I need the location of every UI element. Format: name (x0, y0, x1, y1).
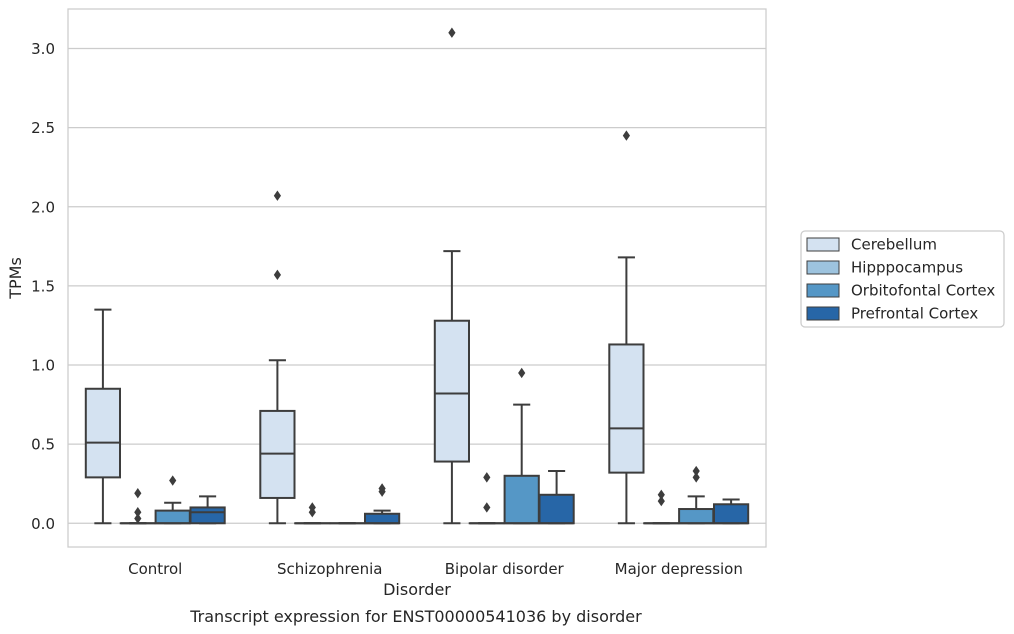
legend: Cerebellum Hipppocampus Orbitofontal Corte… (800, 230, 1005, 328)
box (433, 27, 471, 525)
box-iqr (363, 512, 401, 525)
legend-frame (800, 230, 1005, 328)
y-axis-label: TPMs (6, 257, 25, 300)
outlier-point (657, 489, 665, 500)
y-tick-label: 1.5 (31, 277, 55, 295)
outlier-point (483, 472, 491, 483)
box (712, 498, 750, 525)
box (608, 130, 645, 525)
x-tick-label: Control (128, 560, 182, 578)
outlier-point (448, 27, 456, 38)
box (363, 483, 401, 525)
box (84, 308, 122, 525)
outlier-point (622, 130, 630, 141)
legend-swatch (806, 306, 840, 321)
y-tick-label: 2.0 (31, 198, 55, 216)
legend-entry: Hipppocampus (851, 259, 963, 277)
outlier-point (134, 506, 142, 518)
outlier-point (134, 513, 142, 524)
chart-caption: Transcript expression for ENST0000054103… (189, 607, 642, 626)
outlier-point (134, 488, 142, 499)
box-iqr (538, 493, 575, 525)
legend-swatch (806, 237, 840, 252)
box-iqr (503, 474, 540, 525)
outlier-point (657, 495, 665, 507)
outlier-point (692, 472, 700, 483)
x-tick-label: Schizophrenia (277, 560, 382, 578)
y-tick-label: 0.0 (31, 515, 55, 533)
outlier-point (308, 502, 316, 513)
outlier-point (169, 475, 177, 486)
x-tick-label: Major depression (615, 560, 743, 578)
x-tick-label: Bipolar disorder (445, 560, 565, 578)
y-tick-label: 2.5 (31, 119, 55, 137)
y-tick-labels: 0.0 0.5 1.0 1.5 2.0 2.5 3.0 (31, 40, 55, 533)
box (189, 495, 226, 525)
legend-entry: Prefrontal Cortex (851, 305, 978, 323)
box-iqr (678, 508, 715, 525)
box-iqr (433, 319, 471, 463)
x-axis-label: Disorder (383, 580, 451, 599)
box-iqr (189, 506, 226, 525)
y-tick-label: 1.0 (31, 357, 55, 375)
outlier-point (273, 269, 281, 281)
box (259, 190, 296, 525)
box (538, 470, 575, 525)
y-tick-label: 3.0 (31, 40, 55, 58)
outlier-point (273, 190, 281, 201)
outlier-point (692, 465, 700, 477)
box-iqr (84, 387, 122, 479)
legend-swatch (806, 260, 840, 275)
legend-entry: Orbitofontal Cortex (851, 282, 995, 300)
box (678, 465, 715, 525)
x-tick-labels: Control Schizophrenia Bipolar disorder Majo… (128, 560, 743, 578)
box (154, 475, 191, 525)
box-iqr (154, 509, 191, 525)
box-iqr (608, 343, 645, 474)
outlier-point (483, 502, 491, 513)
box-iqr (712, 503, 750, 525)
y-tick-label: 0.5 (31, 436, 55, 454)
outlier-point (378, 483, 386, 494)
legend-swatch (806, 283, 840, 298)
legend-entry: Cerebellum (851, 236, 937, 254)
box (503, 367, 540, 525)
box (119, 488, 156, 525)
outlier-point (518, 367, 526, 379)
plot-frame (67, 8, 767, 548)
boxes-layer (84, 27, 750, 525)
